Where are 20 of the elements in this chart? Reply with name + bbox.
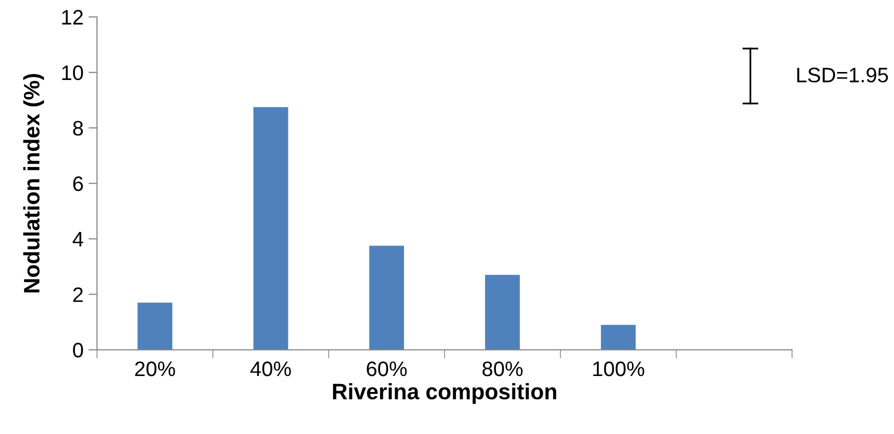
- bar: [369, 246, 404, 350]
- y-tick-label: 2: [73, 287, 83, 302]
- x-tick-label: 100%: [593, 361, 644, 376]
- bar: [253, 107, 288, 350]
- bar: [485, 274, 520, 350]
- bar: [138, 302, 172, 350]
- x-axis-title: Riverina composition: [333, 383, 556, 404]
- y-tick-label: 6: [73, 176, 83, 192]
- x-tick-label: 20%: [135, 361, 176, 376]
- y-tick-label: 0: [73, 342, 83, 358]
- y-tick-label: 10: [62, 65, 83, 80]
- text: LSD=1.95: [797, 68, 888, 82]
- bar: [600, 324, 636, 350]
- x-tick-label: 40%: [250, 361, 291, 376]
- y-tick-label: 4: [72, 232, 84, 246]
- x-tick-label: 60%: [366, 361, 407, 376]
- y-tick-label: 8: [73, 120, 83, 136]
- y-axis-title: Nodulation index (%): [23, 74, 44, 292]
- y-tick-label: 12: [62, 10, 83, 24]
- x-tick-label: 80%: [482, 361, 523, 376]
